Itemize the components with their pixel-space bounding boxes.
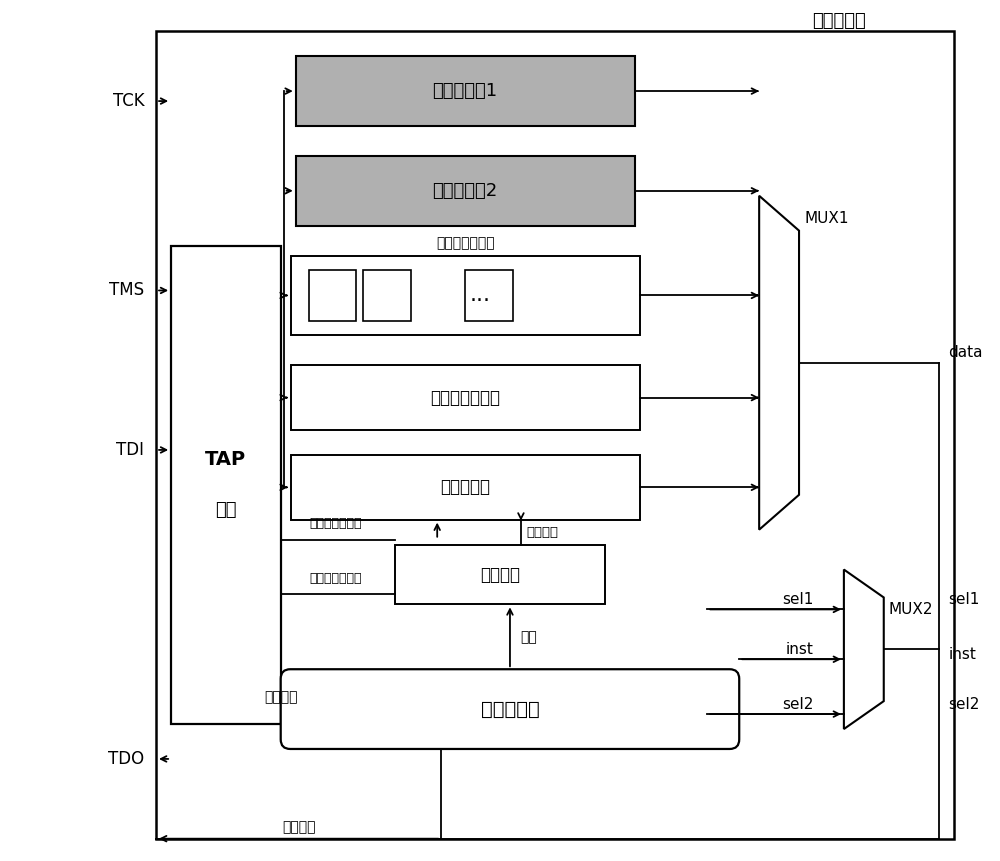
Bar (296, 56, 635, 126)
Text: 数据寄存器控制: 数据寄存器控制 (309, 517, 362, 530)
Bar (291, 256, 640, 335)
Text: 控制: 控制 (215, 501, 237, 518)
Text: sel1: sel1 (949, 592, 980, 607)
Text: 串行输入: 串行输入 (264, 691, 297, 704)
Polygon shape (759, 195, 799, 530)
Text: 数据寄存器: 数据寄存器 (812, 12, 866, 30)
Text: sel2: sel2 (783, 697, 814, 711)
Bar (296, 156, 635, 226)
Text: 指令译码: 指令译码 (480, 566, 520, 584)
Text: 串行输出: 串行输出 (282, 820, 315, 833)
Text: 译码选择: 译码选择 (526, 526, 558, 539)
Bar (309, 269, 356, 321)
Text: 用户自定义2: 用户自定义2 (432, 182, 498, 200)
Bar (363, 269, 411, 321)
Text: data: data (949, 345, 983, 360)
Text: sel2: sel2 (949, 697, 980, 711)
Text: 器件标识寄存器: 器件标识寄存器 (430, 388, 500, 406)
Text: TDO: TDO (108, 750, 144, 768)
Text: 指令寄存器控制: 指令寄存器控制 (309, 572, 362, 585)
Text: TAP: TAP (205, 450, 246, 469)
Bar (395, 545, 605, 604)
Text: 指令寄存器: 指令寄存器 (481, 700, 539, 719)
Bar (465, 269, 513, 321)
Bar (291, 455, 640, 520)
Text: inst: inst (949, 647, 976, 662)
Text: MUX1: MUX1 (804, 211, 849, 226)
Bar (156, 31, 954, 839)
Text: 旁路寄存器: 旁路寄存器 (440, 479, 490, 496)
Bar (291, 365, 640, 430)
Text: 用户自定义1: 用户自定义1 (433, 82, 498, 100)
FancyBboxPatch shape (281, 669, 739, 749)
Text: TDI: TDI (116, 441, 144, 459)
Text: 指令: 指令 (520, 630, 537, 644)
Text: TMS: TMS (109, 282, 144, 300)
Bar (171, 245, 281, 724)
Text: TCK: TCK (113, 92, 144, 110)
Text: 边界扫描寄存器: 边界扫描寄存器 (436, 237, 494, 251)
Text: sel1: sel1 (783, 592, 814, 607)
Text: ...: ... (470, 286, 491, 306)
Text: MUX2: MUX2 (889, 603, 933, 617)
Polygon shape (844, 569, 884, 729)
Text: inst: inst (786, 641, 814, 657)
Bar (281, 36, 779, 635)
